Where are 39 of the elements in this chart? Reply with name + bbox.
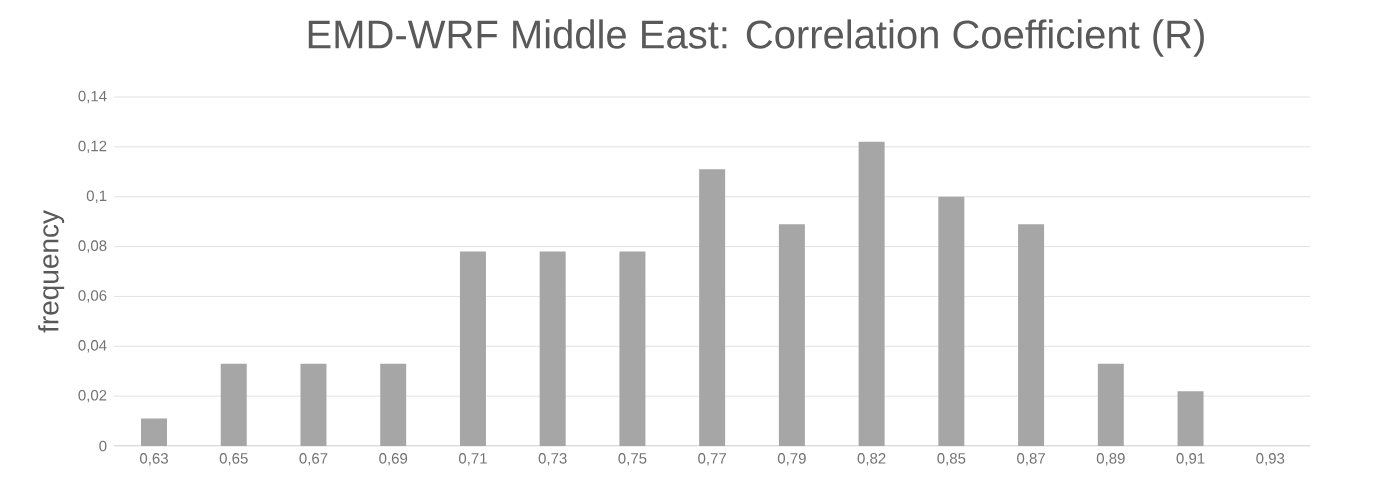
- x-tick-label: 0,69: [379, 453, 408, 466]
- x-tick-label: 0,73: [538, 453, 567, 466]
- x-tick-label: 0,77: [698, 453, 726, 466]
- y-tick-label: 0,12: [78, 140, 107, 154]
- x-tick-label: 0,67: [299, 453, 328, 466]
- y-tick-label: 0: [99, 440, 107, 452]
- x-tick-label: 0,87: [1017, 453, 1045, 466]
- y-axis-title: frequency: [38, 210, 65, 333]
- bar: [938, 196, 965, 446]
- y-tick-label: 0,1: [86, 190, 107, 203]
- x-tick-label: 0,63: [140, 453, 168, 466]
- chart-title: EMD-WRF Middle East: Correlation Coefficient (R): [308, 19, 1204, 57]
- bar: [1097, 363, 1124, 446]
- y-tick-label: 0,14: [78, 90, 107, 104]
- bar: [858, 141, 885, 446]
- x-tick-label: 0,89: [1096, 453, 1125, 466]
- x-tick-label: 0,75: [618, 453, 647, 466]
- x-tick-label: 0,93: [1256, 453, 1285, 466]
- bar: [1018, 224, 1045, 446]
- bar: [459, 251, 486, 446]
- x-tick-label: 0,71: [458, 453, 487, 466]
- y-tick-label: 0,02: [78, 389, 107, 403]
- bar: [699, 169, 726, 446]
- x-tick-label: 0,82: [857, 453, 886, 466]
- bar: [1177, 391, 1204, 446]
- y-tick-label: 0,06: [78, 290, 107, 303]
- bar: [380, 363, 407, 446]
- bar: [141, 418, 167, 446]
- y-tick-label: 0,08: [78, 240, 107, 253]
- x-tick-label: 0,91: [1176, 453, 1205, 466]
- bar: [778, 224, 805, 446]
- bar: [220, 363, 247, 446]
- x-tick-label: 0,65: [219, 453, 248, 466]
- x-tick-label: 0,79: [777, 453, 806, 466]
- bar: [539, 251, 566, 446]
- bar: [619, 251, 646, 446]
- bar: [300, 363, 327, 446]
- y-tick-label: 0,04: [78, 340, 107, 353]
- x-tick-label: 0,85: [937, 453, 966, 466]
